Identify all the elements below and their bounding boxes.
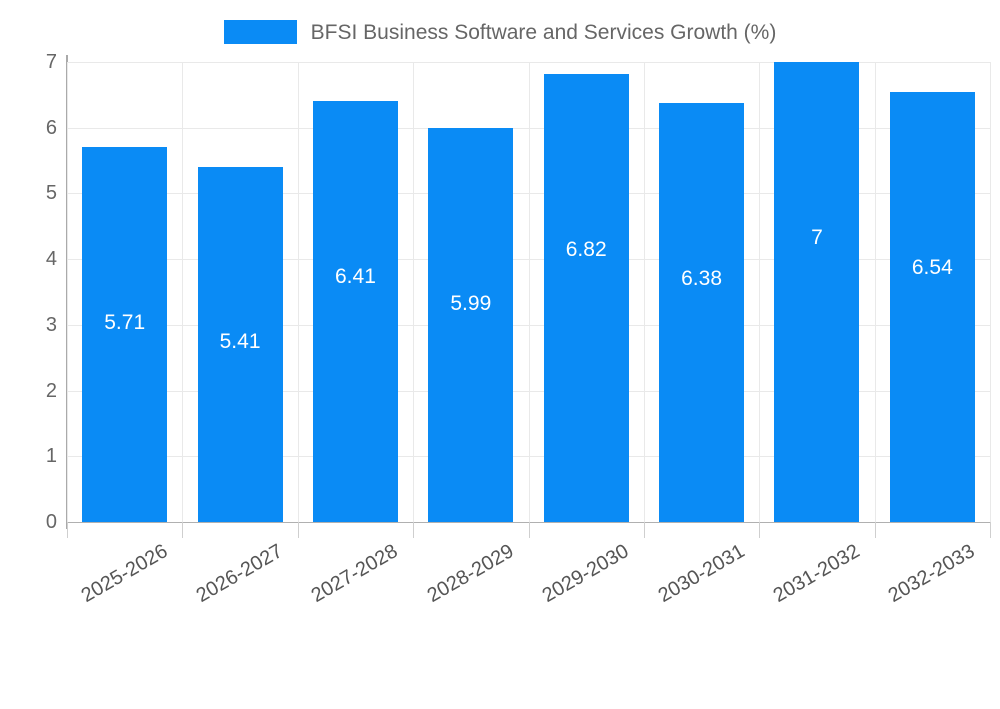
gridline-x-5 [644, 62, 645, 522]
bar-slot: 6.41 [298, 62, 413, 522]
bar-value-label: 6.41 [335, 264, 376, 288]
bar-slot: 5.71 [67, 62, 182, 522]
x-tick-mark-1 [182, 522, 183, 538]
gridline-y-6 [67, 127, 990, 129]
bar-value-label: 6.82 [565, 237, 607, 261]
gridline-y-0 [67, 522, 990, 523]
bar-chart: BFSI Business Software and Services Grow… [0, 14, 1000, 608]
chart-legend: BFSI Business Software and Services Grow… [0, 14, 1000, 50]
x-tick-mark-6 [759, 522, 760, 538]
x-tick-mark-8 [990, 522, 991, 538]
x-tick-mark-3 [413, 522, 414, 538]
y-tick-label-5: 5 [45, 182, 57, 205]
plot-area: 5.71 5.41 6.41 5.99 6.82 6.38 7 6.54 [67, 62, 991, 523]
gridline-x-7 [875, 62, 876, 522]
gridline-y-1 [67, 456, 990, 458]
legend-swatch-icon [223, 20, 297, 44]
x-tick-mark-7 [875, 522, 876, 538]
bar-slot: 5.41 [182, 62, 297, 522]
y-tick-label-6: 6 [45, 116, 57, 139]
bar-value-label: 6.38 [681, 266, 722, 290]
bar-value-label: 6.54 [911, 256, 953, 280]
bar-slot: 6.38 [644, 62, 759, 522]
bar[interactable] [659, 102, 745, 522]
bar[interactable] [774, 62, 860, 522]
gridline-y-2 [67, 390, 990, 392]
x-tick-mark-0 [67, 522, 68, 538]
legend-label: BFSI Business Software and Services Grow… [310, 20, 777, 44]
y-tick-label-2: 2 [45, 379, 57, 402]
y-axis-tick-labels: 0 1 2 3 4 5 6 7 [0, 52, 57, 532]
bar[interactable] [543, 73, 629, 522]
gridline-y-7 [67, 62, 990, 63]
gridline-x-4 [529, 62, 530, 522]
gridline-x-8 [990, 62, 991, 522]
bar-slot: 5.99 [413, 62, 528, 522]
gridline-y-3 [67, 324, 990, 326]
bar-slot: 7 [759, 62, 874, 522]
bar-slot: 6.82 [529, 62, 644, 522]
y-tick-label-0: 0 [45, 511, 57, 533]
bar-value-label: 5.41 [219, 330, 261, 354]
bar[interactable] [889, 92, 975, 522]
gridline-y-4 [67, 259, 990, 261]
x-tick-mark-2 [298, 522, 299, 538]
x-tick-mark-5 [644, 522, 645, 538]
gridline-x-1 [182, 62, 183, 522]
gridline-x-3 [413, 62, 414, 522]
bar-slot: 6.54 [875, 62, 990, 522]
bar[interactable] [82, 146, 168, 522]
gridline-y-5 [67, 193, 990, 195]
legend-entry-bfsi[interactable]: BFSI Business Software and Services Grow… [223, 20, 777, 44]
y-tick-label-7: 7 [45, 51, 57, 73]
bar-value-label: 5.99 [450, 292, 492, 316]
bar-value-label: 7 [811, 226, 823, 249]
bar-value-label: 5.71 [104, 310, 146, 334]
bar[interactable] [197, 166, 283, 522]
gridline-x-0 [67, 62, 68, 522]
gridline-x-2 [298, 62, 299, 522]
bar[interactable] [428, 128, 514, 522]
y-tick-label-3: 3 [45, 313, 57, 336]
y-tick-label-1: 1 [45, 445, 57, 468]
bar[interactable] [312, 100, 398, 522]
x-tick-mark-4 [529, 522, 530, 538]
gridline-x-6 [759, 62, 760, 522]
y-tick-label-4: 4 [45, 248, 57, 271]
